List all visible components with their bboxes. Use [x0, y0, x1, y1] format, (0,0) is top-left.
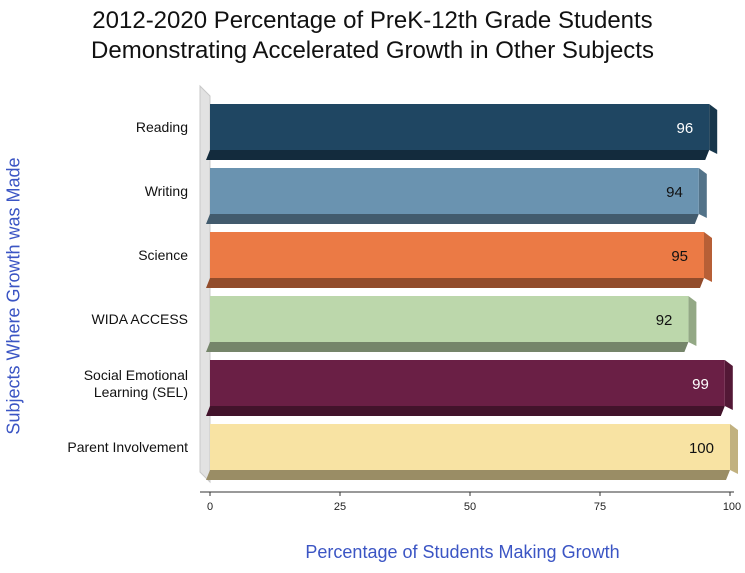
x-tick-label: 100	[723, 501, 741, 513]
bar-bottom-face	[206, 342, 689, 352]
category-label-line: Writing	[145, 183, 188, 199]
chart-title: 2012-2020 Percentage of PreK-12th Grade …	[0, 6, 745, 66]
chart-title-line-1: 2012-2020 Percentage of PreK-12th Grade …	[92, 7, 653, 34]
bar-group: 92 WIDA ACCESS	[92, 296, 697, 352]
category-label-line: WIDA ACCESS	[92, 311, 188, 327]
bar-group: 94 Writing	[145, 168, 707, 224]
bar-value-label: 92	[656, 312, 673, 329]
bar-group: 99 Social Emotional Learning (SEL)	[84, 360, 733, 416]
category-label-line: Parent Involvement	[67, 439, 188, 455]
bar-bottom-face	[206, 214, 699, 224]
category-label: Social Emotional Learning (SEL)	[84, 367, 188, 400]
category-label-line: Science	[138, 247, 188, 263]
chart-title-line-2: Demonstrating Accelerated Growth in Othe…	[91, 37, 654, 64]
bar-side-face	[724, 360, 733, 410]
bar-side-face	[709, 104, 718, 154]
category-label: WIDA ACCESS	[92, 311, 188, 327]
bar	[210, 104, 710, 150]
bar	[210, 168, 699, 214]
bar-value-label: 99	[692, 376, 709, 393]
bar-value-label: 100	[689, 440, 714, 457]
bar-group: 96 Reading	[136, 104, 718, 160]
bar-side-face	[730, 424, 738, 474]
category-label-line: Reading	[136, 119, 188, 135]
bar	[210, 360, 725, 406]
plot-area: 96 Reading 94 Writing 95 Science 92 WIDA ACCESS…	[67, 84, 741, 513]
x-tick-label: 25	[334, 501, 346, 513]
category-label-line: Social Emotional	[84, 367, 188, 383]
bar-value-label: 96	[677, 120, 694, 137]
bar-side-face	[688, 296, 697, 346]
bar-bottom-face	[206, 150, 710, 160]
bar-bottom-face	[206, 406, 725, 416]
bar	[210, 296, 689, 342]
bar	[210, 232, 704, 278]
category-label: Writing	[145, 183, 188, 199]
bar-bottom-face	[206, 278, 704, 288]
bar-group: 100 Parent Involvement	[67, 424, 738, 480]
x-tick-label: 0	[207, 501, 213, 513]
x-tick-label: 75	[594, 501, 606, 513]
category-label-line: Learning (SEL)	[94, 384, 188, 400]
bar-side-face	[704, 232, 712, 282]
bar-group: 95 Science	[138, 232, 712, 288]
x-tick-label: 50	[464, 501, 476, 513]
bar	[210, 424, 730, 470]
category-label: Reading	[136, 119, 188, 135]
bar-side-face	[698, 168, 707, 218]
x-axis-label: Percentage of Students Making Growth	[305, 542, 620, 562]
bar-value-label: 94	[666, 184, 683, 201]
bar-bottom-face	[206, 470, 730, 480]
chart-back-wall	[199, 84, 211, 484]
bar-value-label: 95	[671, 248, 688, 265]
category-label: Science	[138, 247, 188, 263]
category-label: Parent Involvement	[67, 439, 188, 455]
